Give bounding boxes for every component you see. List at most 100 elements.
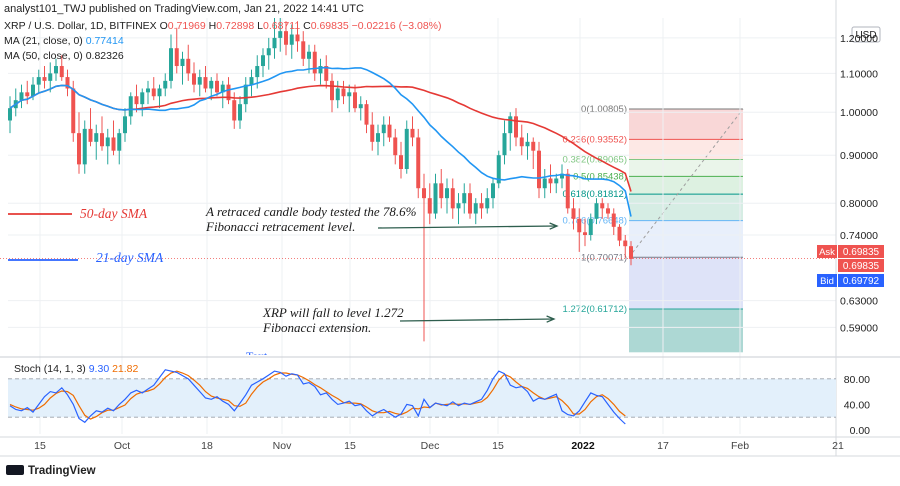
- candle-body: [140, 92, 145, 105]
- symbol-ohlc-legend: XRP / U.S. Dollar, 1D, BITFINEX O0.71969…: [4, 20, 442, 32]
- candle-body: [243, 84, 248, 105]
- stoch-tick-label: 80.00: [844, 374, 870, 386]
- symbol-line[interactable]: XRP / U.S. Dollar, 1D, BITFINEX: [4, 20, 157, 32]
- ask-value: 0.69835: [843, 247, 880, 258]
- candle-body: [197, 77, 202, 85]
- fall-arrow: [399, 318, 555, 322]
- candle-body: [588, 218, 593, 236]
- retrace-annotation-line1[interactable]: A retraced candle body tested the 78.6%: [206, 204, 417, 219]
- candle-body: [88, 128, 93, 142]
- fib-zone: [629, 220, 743, 258]
- candle-body: [347, 92, 352, 97]
- stoch-legend[interactable]: Stoch (14, 1, 3) 9.30 21.82: [14, 363, 138, 375]
- candle-body: [439, 183, 444, 199]
- candle-body: [445, 188, 449, 199]
- candle-body: [542, 178, 547, 189]
- candle-body: [295, 34, 300, 42]
- sma50-annotation[interactable]: 50-day SMA: [80, 206, 148, 221]
- price-tick-label: 1.10000: [840, 68, 878, 80]
- candle-body: [31, 84, 35, 97]
- candle-body: [416, 137, 421, 189]
- ohlc-h-label: H: [208, 20, 217, 32]
- currency-label: USD: [855, 30, 876, 41]
- retrace-arrow: [377, 225, 558, 229]
- candle-body: [215, 80, 219, 93]
- candle-body: [617, 226, 622, 241]
- bid-label: Bid: [820, 276, 834, 287]
- retrace-annotation-line2[interactable]: Fibonacci retracement level.: [206, 219, 356, 234]
- candle-body: [519, 137, 524, 147]
- price-tick-label: 0.90000: [840, 150, 878, 162]
- moving-averages: [9, 66, 632, 217]
- candle-body: [312, 51, 317, 74]
- candle-body: [479, 203, 484, 209]
- candle-body: [174, 48, 179, 67]
- time-tick-label: 18: [201, 440, 213, 452]
- sma21-annotation[interactable]: 21-day SMA: [96, 250, 164, 265]
- bid-value-tag: [838, 274, 884, 287]
- candle-body: [272, 37, 277, 49]
- candle-body: [514, 116, 518, 138]
- bid-value: 0.69792: [843, 276, 880, 287]
- fib-level-label: 0.786(0.76648): [563, 216, 627, 227]
- time-tick-label: 2022: [571, 440, 595, 452]
- cut-text-annotation[interactable]: Text: [246, 349, 267, 355]
- time-tick-label: 15: [492, 440, 504, 452]
- candle-body: [600, 203, 605, 209]
- candle-body: [238, 104, 242, 121]
- tradingview-logo-icon: [6, 465, 24, 475]
- candle-body: [525, 141, 530, 147]
- candle-body: [284, 31, 288, 45]
- stoch-d-value: 21.82: [112, 363, 139, 375]
- candle-body: [462, 193, 467, 204]
- time-tick-label: 15: [344, 440, 356, 452]
- fall-arrow-head: [546, 315, 556, 323]
- fall-annotation-line1[interactable]: XRP will fall to level 1.272: [263, 305, 404, 320]
- candle-body: [324, 66, 329, 81]
- candle-body: [611, 213, 616, 227]
- fib-zone: [629, 108, 743, 140]
- last-value-tag: [838, 259, 884, 272]
- candle-body: [376, 133, 380, 142]
- annotation-arrows: [8, 213, 559, 323]
- candlestick-series: [0, 18, 836, 342]
- candle-body: [508, 116, 513, 134]
- ohlc-o: 0.71969: [167, 20, 206, 32]
- ma21-label: MA (21, close, 0): [4, 35, 83, 47]
- time-tick-label: 17: [657, 440, 669, 452]
- candle-body: [220, 84, 225, 93]
- ma21-value: 0.77414: [85, 35, 124, 47]
- ma21-legend[interactable]: MA (21, close, 0) 0.77414: [4, 35, 124, 47]
- candle-body: [266, 48, 271, 56]
- ohlc-change: −0.02216 (−3.08%): [351, 20, 442, 32]
- fall-annotation-line2[interactable]: Fibonacci extension.: [263, 320, 372, 335]
- candle-body: [117, 133, 122, 151]
- candle-body: [335, 88, 340, 101]
- candle-body: [192, 73, 196, 85]
- candle-body: [410, 128, 415, 138]
- candle-body: [531, 141, 536, 151]
- ma50-value: 0.82326: [85, 50, 124, 62]
- stoch-label: Stoch (14, 1, 3): [14, 363, 86, 375]
- fib-trend-line: [628, 108, 744, 258]
- bid-tag: [817, 274, 837, 287]
- time-tick-label: 21: [832, 440, 844, 452]
- candle-body: [560, 173, 564, 179]
- candle-body: [404, 128, 409, 170]
- candle-body: [77, 133, 81, 165]
- candle-body: [203, 77, 208, 89]
- candle-body: [186, 58, 191, 74]
- ma50-legend[interactable]: MA (50, close, 0) 0.82326: [4, 50, 124, 62]
- candle-body: [393, 137, 398, 156]
- ohlc-c: 0.69835: [310, 20, 349, 32]
- tradingview-footer[interactable]: TradingView: [6, 465, 96, 477]
- price-tick-label: 0.74000: [840, 230, 878, 242]
- ohlc-l-label: L: [257, 20, 263, 32]
- price-tick-label: 0.59000: [840, 322, 878, 334]
- candle-body: [54, 66, 58, 74]
- fib-level-label: 0.5(0.85438): [573, 171, 627, 182]
- ask-value-tag: [838, 245, 884, 258]
- stochastic-oscillator: [8, 369, 836, 425]
